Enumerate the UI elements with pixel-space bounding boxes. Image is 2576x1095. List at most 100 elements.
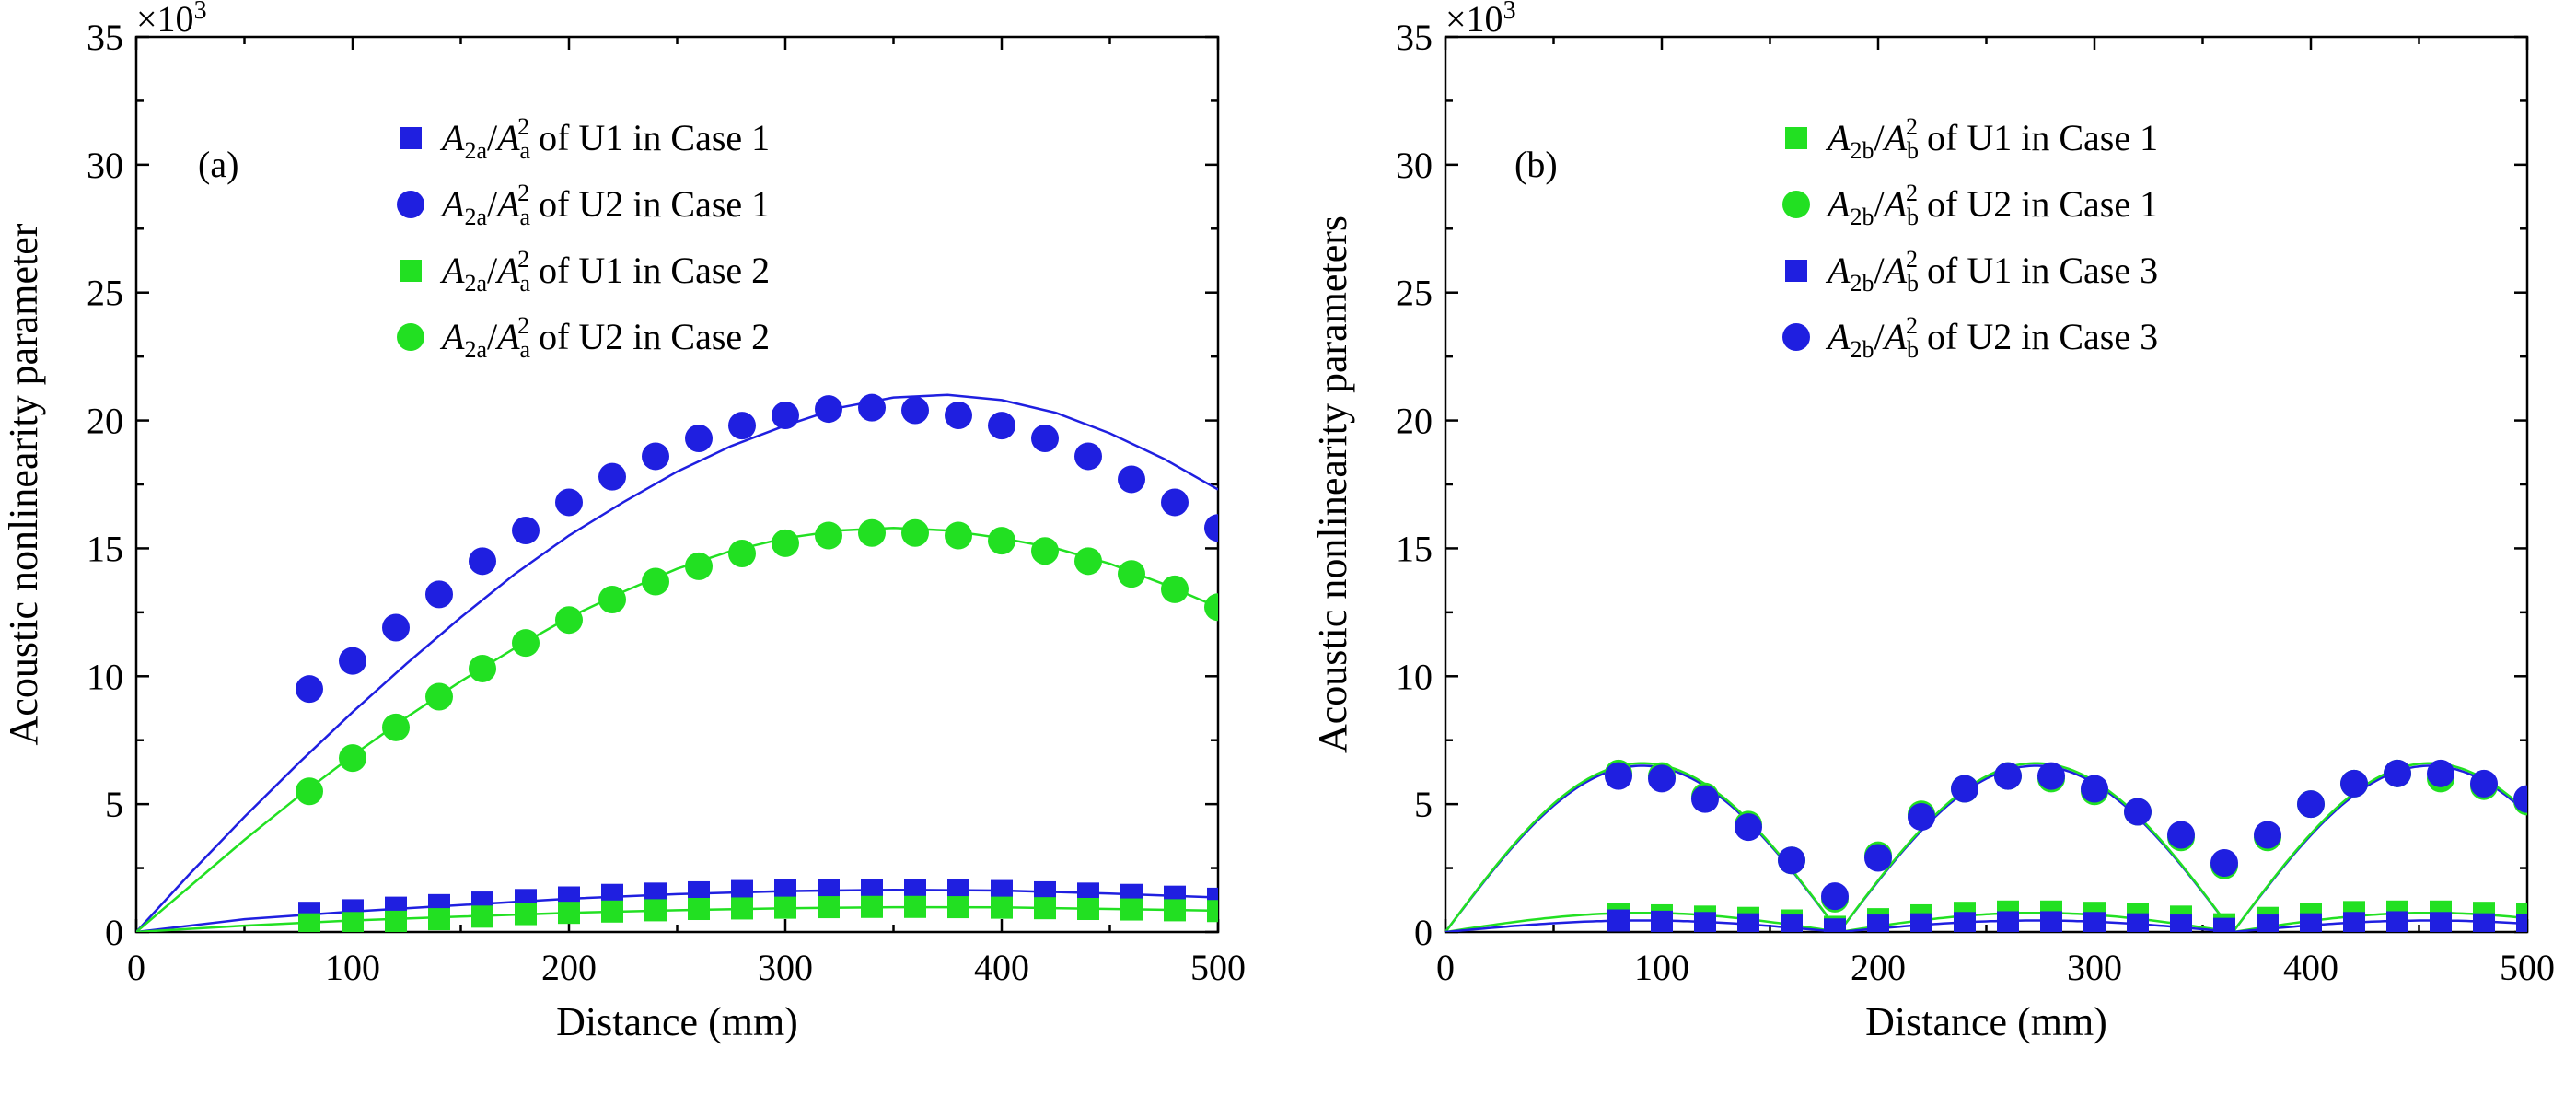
legend-entry: A2a/Aa2 of U1 in Case 1 [439, 113, 770, 164]
data-point-square [2516, 914, 2527, 932]
data-point-circle [296, 777, 323, 806]
data-point-square [731, 897, 753, 920]
legend-entry: A2a/Aa2 of U2 in Case 2 [439, 312, 770, 363]
series-4 [296, 518, 1218, 806]
data-point-circle [512, 516, 540, 544]
y-tick-label: 35 [87, 17, 123, 58]
data-point-circle [728, 539, 756, 567]
y-tick-label: 10 [1396, 656, 1433, 697]
data-point-square [1867, 914, 1889, 932]
y-tick-label: 25 [87, 273, 123, 314]
y-tick-label: 20 [1396, 401, 1433, 442]
series-3 [298, 895, 1218, 932]
data-point-square [471, 905, 493, 928]
data-point-circle [2037, 762, 2065, 790]
data-point-square [2386, 911, 2408, 932]
x-axis-title: Distance (mm) [1865, 999, 2107, 1044]
data-point-circle [1161, 575, 1189, 603]
data-point-circle [1074, 547, 1102, 576]
data-point-circle [988, 412, 1015, 440]
data-point-square [1164, 899, 1186, 922]
data-point-square [1997, 911, 2019, 932]
data-point-square [1694, 912, 1716, 932]
legend-marker-square [1785, 260, 1807, 282]
data-point-circle [555, 488, 583, 517]
panel-label: (a) [198, 144, 238, 185]
data-point-square [298, 913, 320, 932]
data-point-circle [382, 713, 410, 741]
data-point-circle [425, 580, 453, 609]
data-point-square [644, 899, 667, 922]
data-point-circle [728, 412, 756, 440]
data-point-circle [1118, 560, 1145, 588]
chart-panel-b: 0 100 200 300 400 500 0 5 10 15 20 25 30 35 ×103 Distan… [1310, 0, 2555, 1044]
data-point-circle [598, 585, 626, 613]
x-tick-label: 100 [325, 947, 380, 988]
legend-marker-square [400, 260, 422, 282]
x-tick-label: 200 [1851, 947, 1906, 988]
data-point-square [2257, 914, 2279, 932]
data-point-square [688, 898, 710, 921]
data-point-circle [2427, 759, 2454, 787]
data-point-circle [296, 675, 323, 704]
data-point-square [1737, 913, 1759, 932]
y-tick-label: 5 [105, 784, 123, 825]
data-point-circle [339, 647, 366, 675]
data-point-square [1120, 898, 1143, 921]
data-point-circle [2513, 785, 2527, 813]
legend-marker-circle [1782, 191, 1810, 218]
x-axis-title: Distance (mm) [556, 999, 798, 1044]
data-point-circle [1821, 882, 1849, 911]
data-point-circle [815, 521, 842, 550]
legend-entry: A2b/Ab2 of U1 in Case 1 [1825, 113, 2158, 164]
data-point-square [1077, 898, 1099, 921]
data-point-square [818, 896, 840, 919]
data-point-square [1824, 918, 1846, 932]
y-tick-label: 30 [87, 145, 123, 186]
y-tick-label: 25 [1396, 273, 1433, 314]
data-point-circle [1161, 488, 1189, 517]
legend-entry: A2a/Aa2 of U1 in Case 2 [439, 246, 770, 297]
x-tick-label: 500 [1190, 947, 1246, 988]
data-point-circle [685, 425, 713, 453]
y-tick-label: 30 [1396, 145, 1433, 186]
x-tick-label: 300 [2067, 947, 2122, 988]
data-point-circle [1951, 775, 1978, 803]
data-point-circle [945, 402, 972, 430]
x-tick-label: 200 [541, 947, 597, 988]
data-point-square [2430, 912, 2452, 932]
data-point-square [1207, 900, 1218, 923]
data-point-circle [1648, 764, 1676, 793]
y-tick-label: 15 [87, 528, 123, 569]
data-point-circle [858, 393, 886, 422]
legend: A2b/Ab2 of U1 in Case 1 A2b/Ab2 of U2 in … [1782, 113, 2158, 363]
data-point-circle [512, 629, 540, 658]
data-point-square [2473, 913, 2495, 932]
data-point-circle [2340, 769, 2368, 798]
plot-frame [1444, 35, 2529, 934]
y-tick-label: 35 [1396, 17, 1433, 58]
series-2 [296, 393, 1218, 704]
y-tick-label: 0 [1414, 912, 1433, 953]
data-point-square [558, 902, 580, 925]
data-point-circle [2210, 849, 2238, 878]
data-point-circle [469, 547, 496, 576]
series-4 [1605, 759, 2527, 911]
data-point-square [861, 895, 883, 918]
data-point-circle [2470, 769, 2498, 798]
data-point-circle [1908, 803, 1935, 832]
y-tick-label: 15 [1396, 528, 1433, 569]
data-point-circle [1994, 762, 2022, 790]
legend-entry: A2a/Aa2 of U2 in Case 1 [439, 180, 770, 230]
data-point-circle [2384, 759, 2411, 787]
data-point-square [2300, 913, 2322, 932]
legend-entry: A2b/Ab2 of U2 in Case 3 [1825, 312, 2158, 363]
data-point-circle [1735, 813, 1762, 842]
y-tick-label: 0 [105, 912, 123, 953]
data-point-square [1781, 914, 1803, 932]
data-point-square [991, 896, 1013, 919]
data-point-circle [1204, 514, 1218, 542]
series-3 [1607, 909, 2527, 932]
data-point-circle [642, 442, 669, 471]
data-point-circle [339, 744, 366, 773]
